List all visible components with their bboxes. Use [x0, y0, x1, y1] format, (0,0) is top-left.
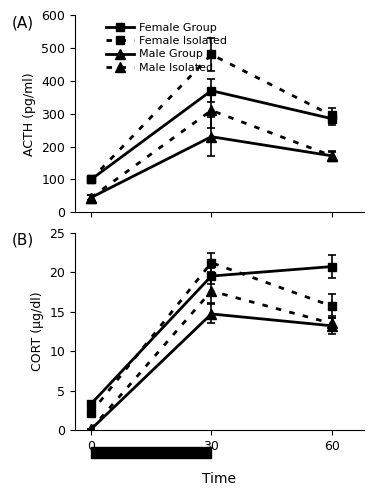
Y-axis label: ACTH (pg/ml): ACTH (pg/ml)	[23, 72, 36, 156]
Bar	[91, 447, 212, 458]
Text: (B): (B)	[12, 232, 34, 248]
Y-axis label: CORT (μg/dl): CORT (μg/dl)	[31, 292, 44, 371]
X-axis label: Time: Time	[202, 472, 236, 486]
Legend: Female Group, Female Isolated, Male Group, Male Isolated: Female Group, Female Isolated, Male Grou…	[104, 20, 230, 75]
Text: (A): (A)	[12, 15, 34, 30]
